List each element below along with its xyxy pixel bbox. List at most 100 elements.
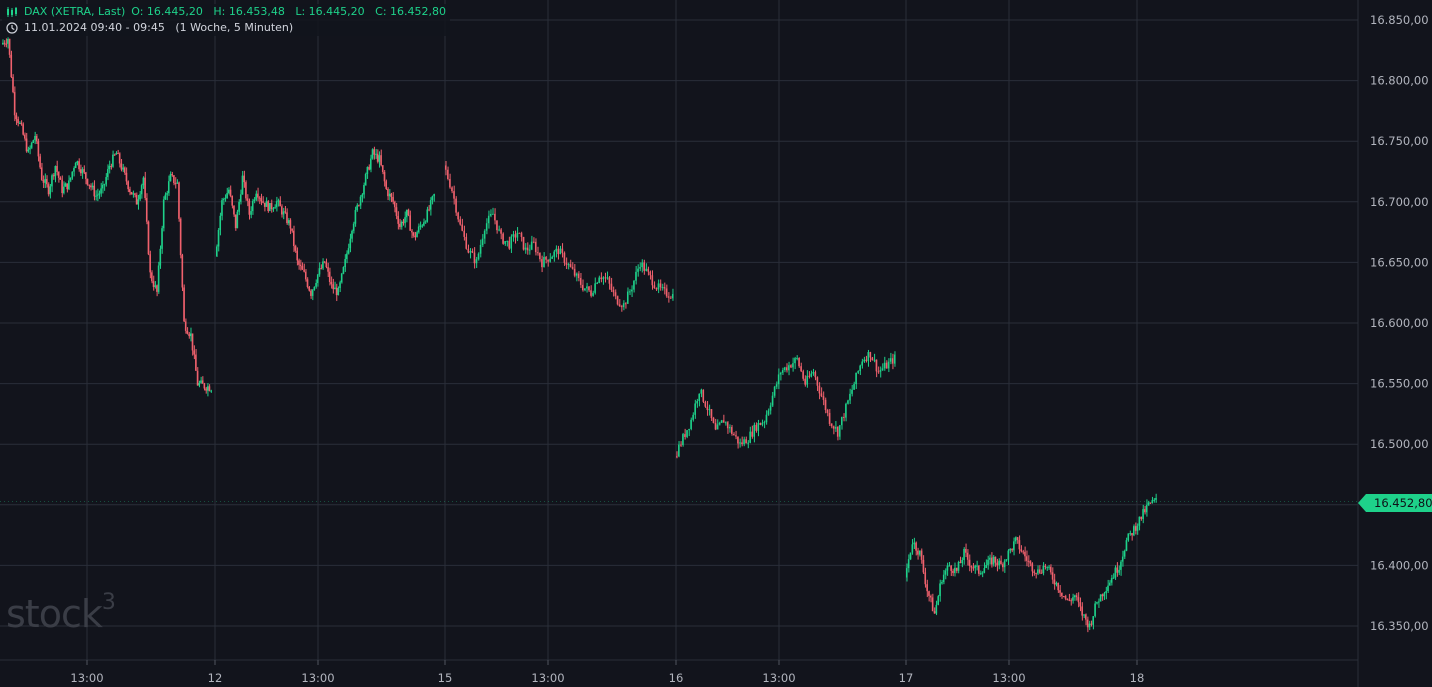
- candle: [802, 369, 804, 381]
- candle: [174, 177, 177, 189]
- candle: [968, 554, 971, 572]
- candle: [51, 173, 53, 193]
- candle: [179, 217, 182, 259]
- candle: [1011, 548, 1013, 553]
- candle: [911, 539, 914, 555]
- candle: [412, 231, 415, 238]
- candle: [577, 271, 580, 282]
- candle: [139, 190, 141, 202]
- candle: [1042, 562, 1045, 576]
- candle: [661, 283, 664, 291]
- candle: [445, 161, 447, 176]
- candle: [178, 181, 180, 222]
- candle: [112, 150, 114, 168]
- candle: [781, 367, 784, 375]
- candle: [147, 220, 150, 256]
- candle: [887, 358, 890, 373]
- candle: [737, 436, 739, 449]
- candle: [667, 292, 670, 303]
- candle: [563, 251, 566, 266]
- candle: [696, 398, 698, 408]
- candle: [257, 187, 259, 202]
- candle: [390, 192, 393, 203]
- candle: [891, 353, 894, 370]
- candle: [32, 139, 35, 144]
- candle: [586, 282, 588, 293]
- candle: [118, 152, 121, 168]
- candle: [678, 441, 680, 458]
- candle: [1116, 562, 1118, 577]
- candle: [532, 237, 535, 244]
- candle: [487, 210, 490, 229]
- candle: [1064, 594, 1067, 601]
- candle: [1149, 502, 1152, 505]
- candle: [1079, 597, 1082, 612]
- candle: [181, 253, 184, 292]
- candle: [274, 204, 276, 209]
- candle: [643, 259, 645, 275]
- candle: [282, 207, 285, 220]
- candle: [409, 210, 411, 231]
- candle: [306, 277, 309, 289]
- candle: [373, 146, 376, 160]
- candle: [78, 158, 80, 172]
- candle: [320, 264, 322, 270]
- candle: [103, 183, 106, 191]
- candle: [1094, 601, 1096, 618]
- candle: [571, 262, 574, 270]
- chart-legend: DAX (XETRA, Last) O: 16.445,20 H: 16.453…: [2, 4, 451, 36]
- candle: [489, 209, 492, 218]
- candle: [368, 164, 370, 171]
- candle: [393, 200, 396, 213]
- candle: [498, 225, 500, 232]
- candle: [269, 202, 271, 212]
- candle: [1127, 533, 1130, 542]
- candle: [344, 254, 346, 272]
- y-tick-label: 16.800,00: [1370, 74, 1429, 88]
- candle: [771, 391, 774, 407]
- candle: [30, 141, 33, 150]
- candle: [363, 182, 365, 199]
- candle: [1024, 546, 1026, 562]
- candle: [217, 228, 220, 252]
- candle: [322, 258, 324, 270]
- candle: [47, 182, 50, 197]
- candle: [826, 408, 829, 417]
- candle: [608, 276, 611, 290]
- candle: [524, 243, 527, 254]
- candle: [200, 376, 202, 384]
- candle: [1114, 565, 1117, 580]
- candle: [996, 558, 999, 572]
- candle: [966, 549, 969, 566]
- candle: [937, 594, 939, 606]
- candle: [292, 225, 295, 252]
- candle: [1131, 532, 1133, 541]
- candle: [970, 565, 973, 573]
- y-tick-label: 16.500,00: [1370, 437, 1429, 451]
- candle: [152, 275, 155, 291]
- candle: [712, 416, 715, 424]
- candle: [347, 243, 350, 255]
- candle: [722, 414, 725, 423]
- candle: [569, 259, 572, 268]
- candle: [483, 229, 486, 244]
- candle: [1035, 572, 1037, 579]
- candle: [518, 232, 521, 234]
- candle: [859, 364, 861, 375]
- candle: [125, 167, 128, 185]
- candle: [57, 171, 60, 183]
- candle: [1086, 616, 1089, 633]
- candle: [105, 173, 107, 187]
- candle: [735, 430, 737, 440]
- candle: [42, 175, 45, 189]
- candle: [359, 195, 362, 210]
- candle: [210, 389, 212, 393]
- candle: [145, 193, 148, 225]
- candle: [327, 262, 329, 278]
- candle: [1081, 602, 1083, 621]
- candle: [407, 208, 410, 217]
- candle: [810, 370, 813, 378]
- candle: [990, 552, 993, 568]
- x-tick-label: 13:00: [70, 671, 103, 685]
